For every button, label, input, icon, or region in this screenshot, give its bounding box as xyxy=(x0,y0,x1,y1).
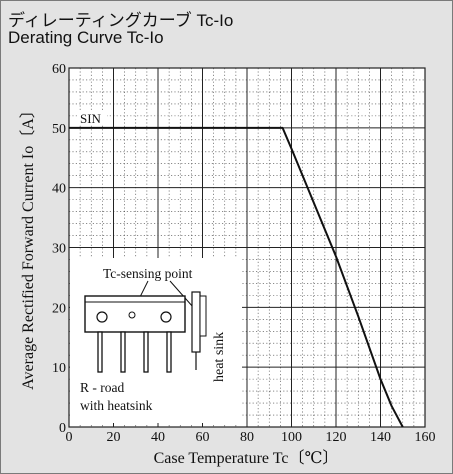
x-tick-label: 120 xyxy=(326,430,347,445)
y-tick-label: 30 xyxy=(52,242,66,257)
package-leads xyxy=(97,331,172,373)
mounting-hole-left xyxy=(96,311,108,323)
package-side-view xyxy=(191,291,201,353)
series-layer: SIN xyxy=(69,110,404,428)
series-label: SIN xyxy=(80,111,102,126)
y-tick-label: 0 xyxy=(59,421,66,436)
x-tick-label: 60 xyxy=(196,430,210,445)
x-tick-label: 80 xyxy=(240,430,254,445)
y-axis-label: Average Rectified Forward Current Io〔A〕 xyxy=(19,102,37,390)
x-axis-label: Case Temperature Tc〔℃〕 xyxy=(154,449,339,467)
x-tick-label: 160 xyxy=(415,430,436,445)
package-inset: Tc-sensing point heat sink R - road with… xyxy=(70,258,242,423)
road-label: R - road xyxy=(80,380,124,395)
tick-labels: 0 20 40 60 80 100 120 140 160 0 10 20 30 40 50 60 xyxy=(52,62,436,445)
y-tick-label: 40 xyxy=(52,182,66,197)
series-label-background xyxy=(79,110,107,125)
chart-title-japanese: ディレーティングカーブ Tc-Io xyxy=(8,11,234,30)
y-tick-label: 60 xyxy=(52,62,66,77)
sensing-pointer-side xyxy=(169,280,194,308)
y-tick-label: 50 xyxy=(52,122,66,137)
heatsink-plate xyxy=(199,295,207,337)
y-tick-label: 20 xyxy=(52,301,66,316)
derating-curve-line xyxy=(69,126,404,428)
plot-border xyxy=(68,67,426,428)
sensing-point-marker xyxy=(128,311,136,319)
heat-sink-label: heat sink xyxy=(212,332,227,382)
y-tick-label: 10 xyxy=(52,361,66,376)
x-tick-label: 140 xyxy=(370,430,391,445)
heatsink-condition-label: with heatsink xyxy=(80,398,153,413)
x-tick-label: 20 xyxy=(107,430,121,445)
x-tick-label: 0 xyxy=(66,430,73,445)
chart-title: Derating Curve Tc-Io xyxy=(8,28,164,47)
sensing-point-label: Tc-sensing point xyxy=(103,266,193,281)
x-tick-label: 40 xyxy=(151,430,165,445)
mounting-hole-right xyxy=(160,311,172,323)
x-tick-label: 100 xyxy=(281,430,302,445)
